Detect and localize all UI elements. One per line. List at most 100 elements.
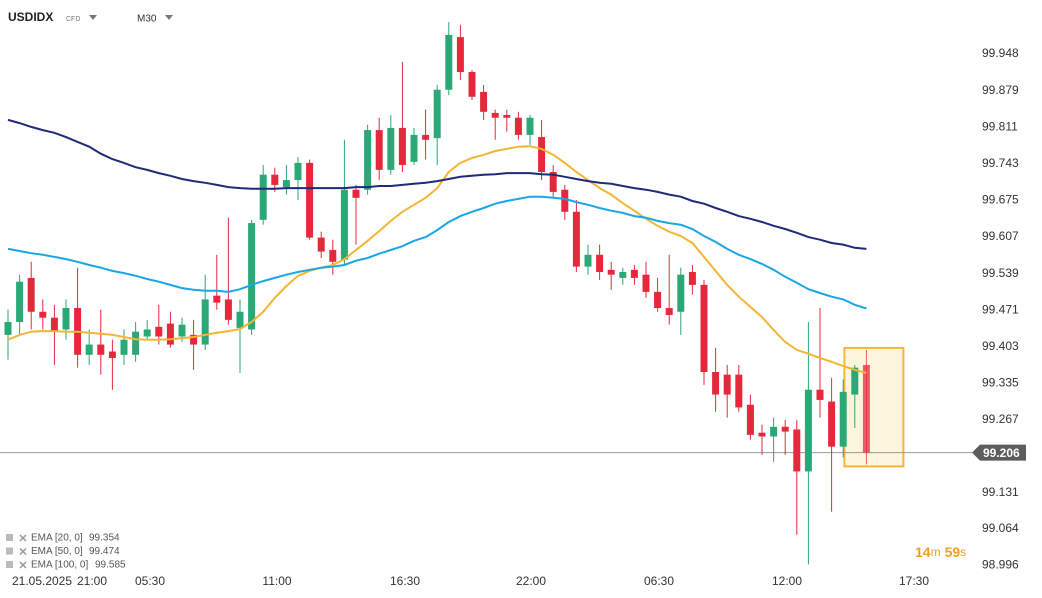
candle-body (294, 162, 302, 181)
candle-body (352, 189, 360, 198)
x-tick-label: 21:00 (77, 574, 107, 588)
candle-body (224, 299, 232, 320)
current-price-box (972, 444, 1026, 461)
symbol-dropdown[interactable] (89, 15, 97, 20)
candle-body (630, 269, 638, 278)
candle-body (839, 391, 847, 447)
candle-body (155, 326, 163, 337)
candle-body (758, 432, 766, 437)
highlight-box (843, 346, 905, 468)
candle-body (410, 134, 418, 162)
candle-body (306, 162, 314, 238)
y-tick-label: 99.403 (982, 339, 1019, 353)
ema-line (7, 145, 867, 374)
y-tick-label: 99.675 (982, 193, 1019, 207)
y-tick-label: 99.743 (982, 156, 1019, 170)
candle-body (364, 130, 372, 190)
candle-body (480, 91, 488, 112)
legend-close-icon (19, 561, 27, 569)
timeframe[interactable]: M30 (137, 14, 157, 25)
candle-body (607, 269, 615, 275)
candle-body (665, 308, 673, 315)
candle-body (735, 374, 743, 408)
countdown: 14m 59s (915, 544, 966, 560)
countdown-seconds: 59 (945, 544, 961, 560)
legend-entry: EMA [20, 0] (31, 533, 83, 544)
candle-body (804, 389, 812, 472)
countdown-seconds-unit: s (960, 545, 966, 559)
candle-body (619, 271, 627, 278)
candle-body (688, 271, 696, 285)
candle-body (201, 299, 209, 345)
candle-body (456, 37, 464, 73)
candle-body (572, 211, 580, 267)
candle-body (248, 223, 256, 330)
candle-body (851, 367, 859, 395)
candle-body (132, 331, 140, 355)
candle-body (491, 112, 499, 118)
countdown-minutes-unit: m (931, 545, 941, 559)
candle-body (654, 291, 662, 309)
candle-body (422, 134, 430, 140)
x-tick-label: 21.05.2025 (12, 574, 72, 588)
candle-body (39, 311, 47, 318)
y-tick-label: 99.811 (982, 120, 1018, 134)
ema-line (7, 118, 867, 250)
timeframe-dropdown[interactable] (165, 15, 173, 20)
y-tick-label: 98.996 (982, 558, 1019, 572)
candle-body (700, 284, 708, 372)
countdown-minutes: 14 (915, 544, 931, 560)
candle-body (793, 429, 801, 472)
candle-body (549, 172, 557, 192)
y-tick-label: 99.064 (982, 521, 1019, 535)
legend-icon (6, 547, 13, 555)
candle-body (4, 321, 12, 335)
candle-body (770, 426, 778, 437)
candle-body (120, 339, 128, 355)
candle-body (97, 344, 105, 355)
y-tick-label: 99.948 (982, 46, 1019, 60)
candle-body (862, 364, 870, 453)
x-tick-label: 05:30 (135, 574, 165, 588)
legend-close-icon (19, 547, 27, 556)
candle-body (108, 351, 116, 358)
candle-body (398, 127, 406, 166)
candle-body (538, 137, 546, 173)
candle-body (468, 72, 476, 97)
candle-body (584, 254, 592, 267)
candle-body (213, 295, 221, 303)
candle-body (387, 127, 395, 170)
x-tick-label: 16:30 (390, 574, 420, 588)
candle-body (329, 249, 337, 262)
candle-body (166, 323, 174, 345)
candle-body (27, 277, 35, 312)
y-tick-label: 99.335 (982, 375, 1019, 389)
candle-body (781, 426, 789, 432)
y-tick-label: 99.607 (982, 229, 1019, 243)
candle-body (85, 344, 93, 355)
symbol: USDIDX (8, 10, 53, 24)
legend-value: 99.585 (95, 560, 126, 571)
candle-body (642, 274, 650, 292)
candle-body (746, 404, 754, 435)
x-tick-label: 17:30 (899, 574, 929, 588)
candle-body (259, 174, 267, 220)
y-tick-label: 99.131 (982, 485, 1019, 499)
candle-body (561, 189, 569, 212)
legend-icon (6, 534, 13, 541)
candle-body (375, 130, 383, 170)
ema-line (7, 195, 867, 310)
legend-value: 99.474 (89, 546, 120, 557)
candle-body (178, 324, 186, 337)
candle-body (816, 389, 824, 400)
x-tick-label: 12:00 (772, 574, 802, 588)
candle-body (712, 371, 720, 395)
candle-body (503, 115, 511, 118)
candle-body (143, 329, 151, 337)
candle-body (271, 174, 279, 185)
candle-body (526, 117, 534, 135)
legend-entry: EMA [50, 0] (31, 546, 83, 557)
candle-body (190, 334, 198, 345)
